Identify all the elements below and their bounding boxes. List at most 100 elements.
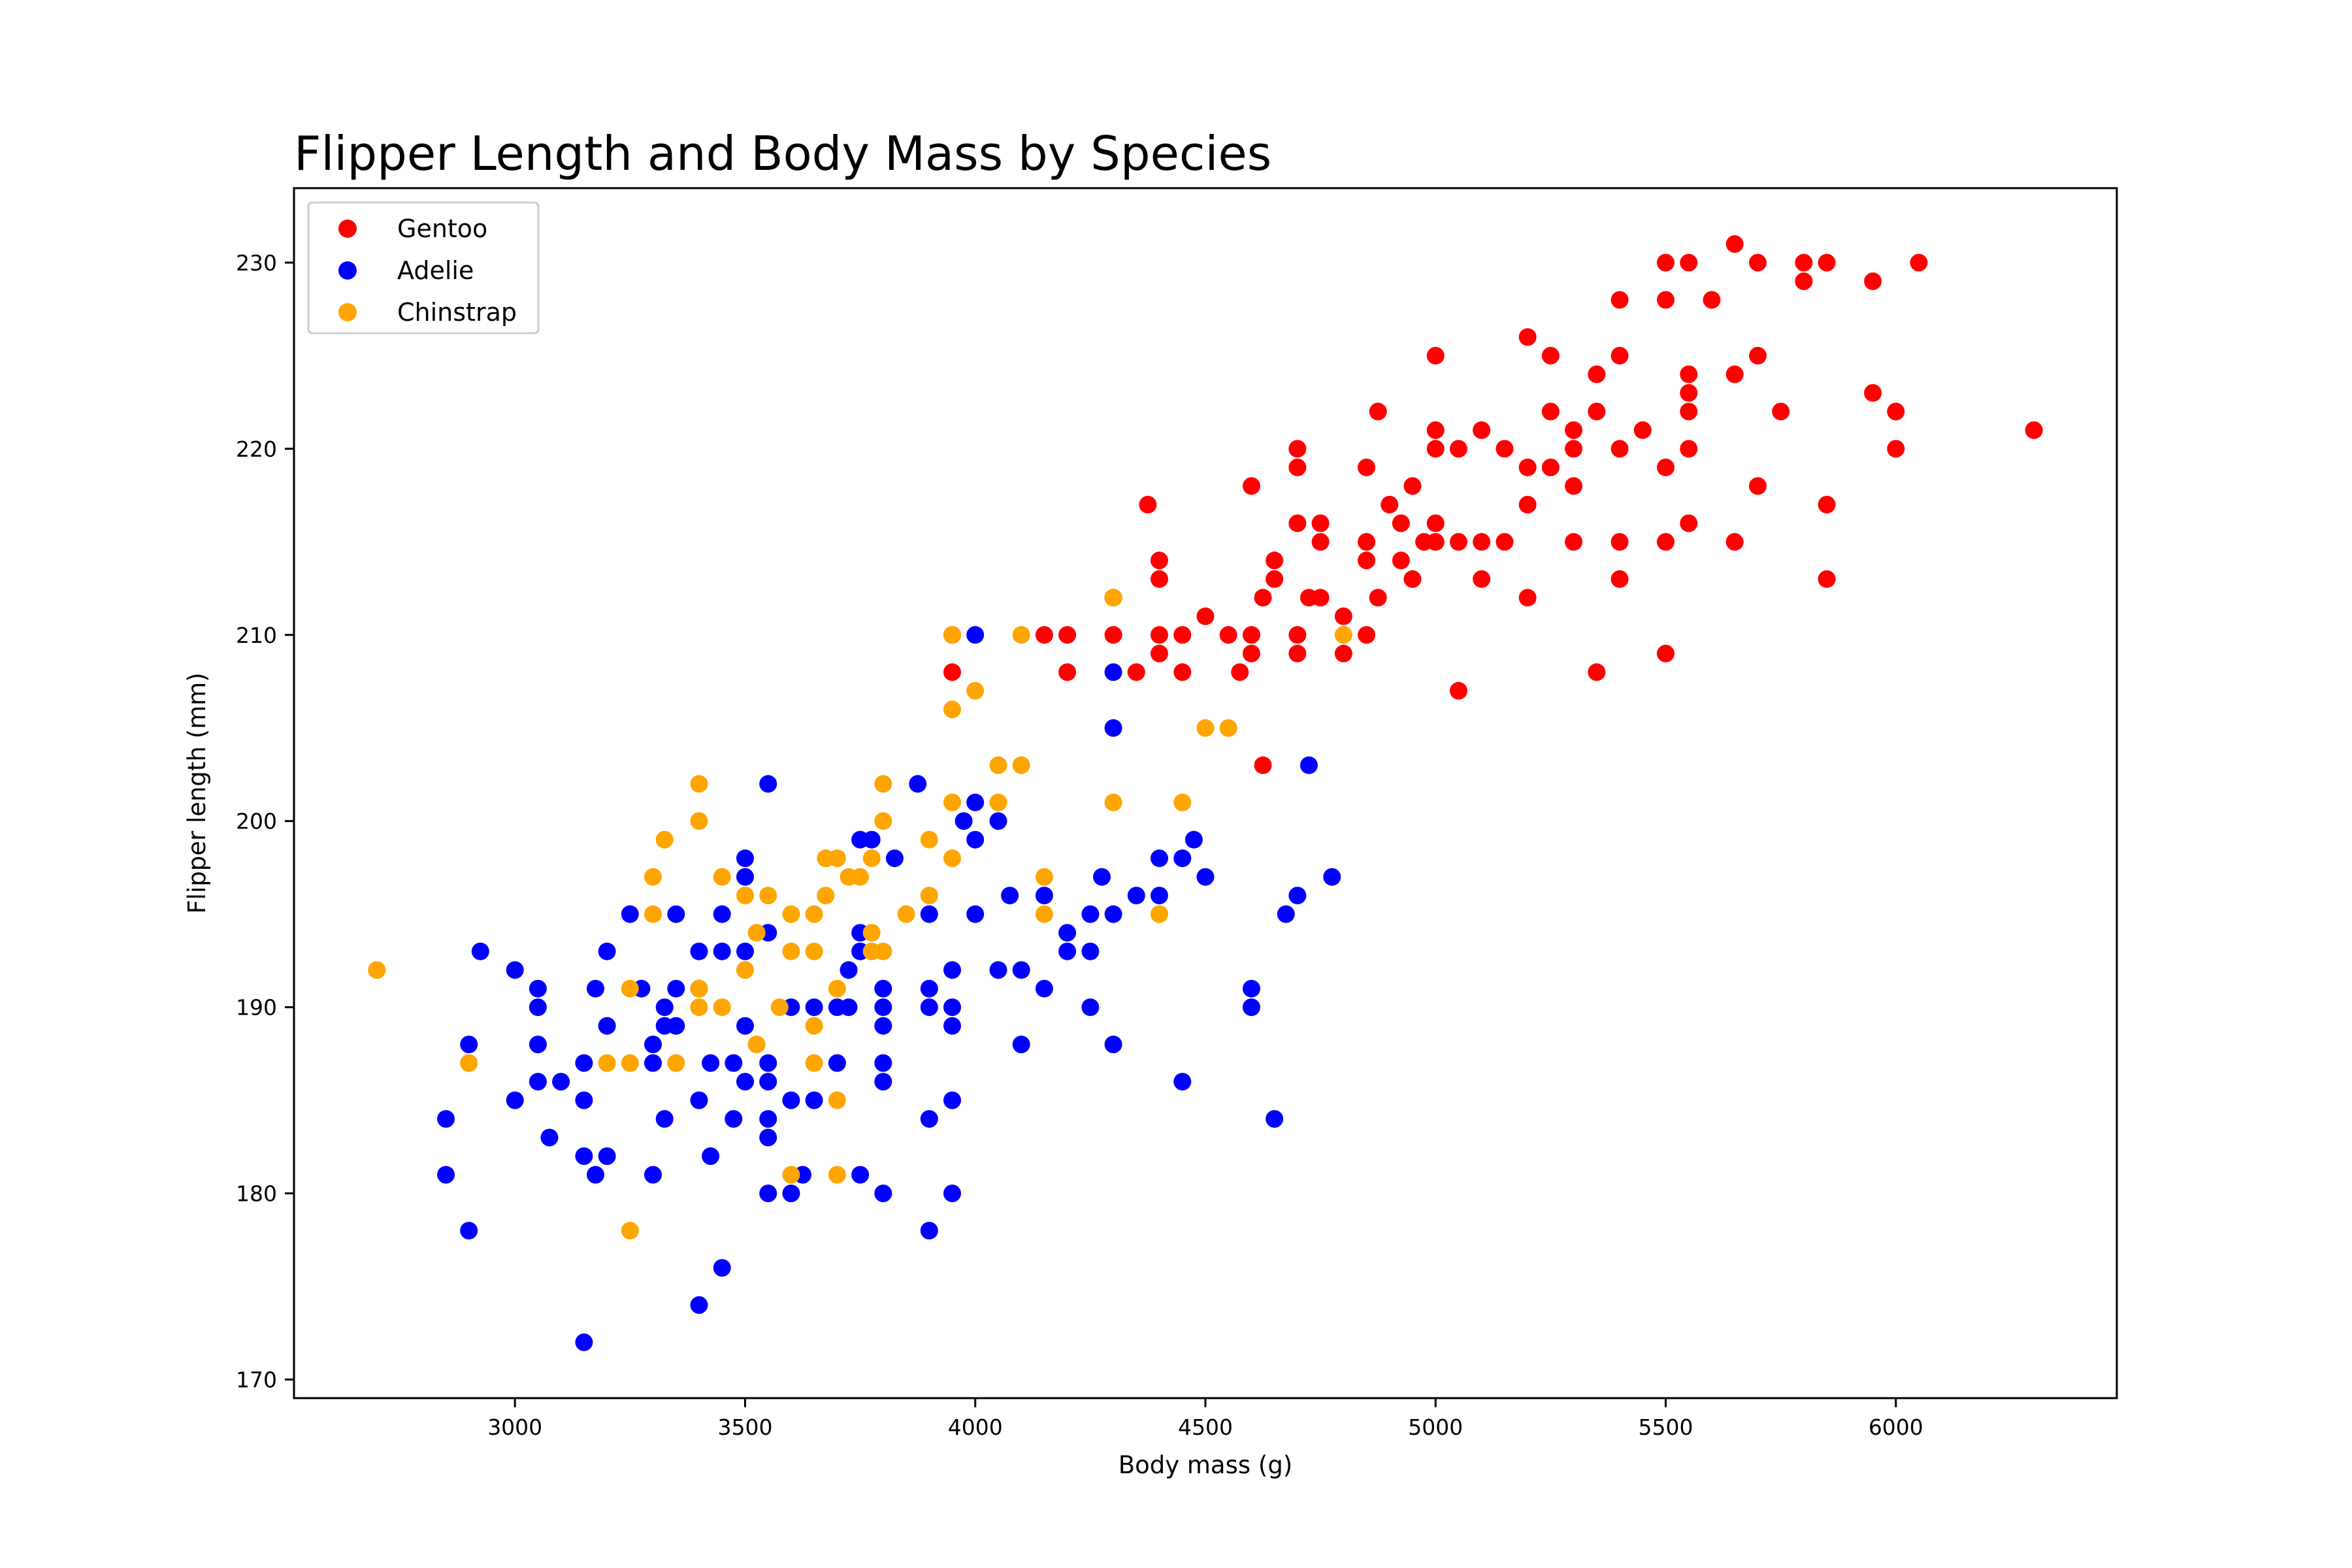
gentoo-point xyxy=(1495,532,1514,551)
gentoo-point xyxy=(1910,253,1928,272)
gentoo-point xyxy=(1403,477,1422,495)
gentoo-point xyxy=(1680,402,1698,421)
chinstrap-point xyxy=(713,998,731,1017)
gentoo-point xyxy=(1610,346,1629,365)
gentoo-point xyxy=(1610,291,1629,309)
chinstrap-point xyxy=(828,979,846,998)
x-tick-label: 6000 xyxy=(1869,1414,1923,1440)
gentoo-point xyxy=(1772,402,1790,421)
gentoo-point xyxy=(1266,551,1284,570)
chinstrap-point xyxy=(747,1036,766,1054)
chinstrap-point xyxy=(874,775,892,793)
chinstrap-point xyxy=(598,1054,616,1072)
adelie-point xyxy=(1104,905,1122,923)
adelie-point xyxy=(966,905,985,923)
adelie-point xyxy=(713,1259,731,1277)
gentoo-point xyxy=(1610,570,1629,588)
adelie-point xyxy=(690,1296,708,1314)
gentoo-point xyxy=(1426,532,1445,551)
adelie-point xyxy=(667,905,685,923)
gentoo-point xyxy=(1219,626,1237,644)
y-tick-label: 230 xyxy=(236,250,277,276)
legend-label-adelie: Adelie xyxy=(397,256,474,285)
adelie-point xyxy=(943,1091,961,1109)
gentoo-point xyxy=(1450,532,1467,551)
adelie-point xyxy=(874,1054,892,1072)
gentoo-point xyxy=(1565,440,1583,458)
adelie-point xyxy=(598,1017,616,1035)
chinstrap-point xyxy=(1173,793,1192,811)
chinstrap-point xyxy=(943,626,961,644)
gentoo-point xyxy=(1610,440,1629,458)
chart-title: Flipper Length and Body Mass by Species xyxy=(294,126,1271,181)
chinstrap-point xyxy=(943,700,961,719)
gentoo-point xyxy=(1035,626,1053,644)
chinstrap-point xyxy=(759,887,777,905)
gentoo-point xyxy=(1864,384,1882,402)
adelie-point xyxy=(736,868,754,886)
legend-label-gentoo: Gentoo xyxy=(397,214,487,243)
adelie-point xyxy=(1093,868,1111,886)
legend-marker-adelie xyxy=(338,261,357,280)
gentoo-point xyxy=(1369,589,1387,607)
chinstrap-point xyxy=(874,942,892,960)
adelie-point xyxy=(909,775,927,793)
adelie-point xyxy=(1012,961,1030,979)
chinstrap-point xyxy=(1104,589,1122,607)
adelie-point xyxy=(1012,1036,1030,1054)
adelie-point xyxy=(1104,663,1122,681)
adelie-point xyxy=(862,830,881,849)
adelie-point xyxy=(552,1073,570,1091)
adelie-point xyxy=(1127,887,1145,905)
adelie-point xyxy=(655,998,674,1017)
adelie-point xyxy=(989,961,1007,979)
adelie-point xyxy=(759,775,777,793)
adelie-point xyxy=(1035,979,1053,998)
x-axis: 3000 3500 4000 4500 5000 5500 6000 xyxy=(487,1398,1923,1440)
adelie-point xyxy=(1288,887,1307,905)
y-tick-label: 200 xyxy=(236,809,277,834)
x-tick-label: 5500 xyxy=(1639,1414,1693,1440)
gentoo-point xyxy=(1680,365,1698,384)
gentoo-point xyxy=(1450,440,1467,458)
adelie-point xyxy=(1151,849,1168,868)
gentoo-point xyxy=(1334,607,1352,625)
gentoo-point xyxy=(1392,551,1410,570)
gentoo-point xyxy=(1495,440,1514,458)
gentoo-point xyxy=(1749,477,1767,495)
adelie-point xyxy=(575,1091,593,1109)
gentoo-point xyxy=(1680,514,1698,532)
chinstrap-point xyxy=(1219,719,1237,737)
y-tick-label: 220 xyxy=(236,436,277,462)
adelie-point xyxy=(874,1017,892,1035)
adelie-point xyxy=(840,998,858,1017)
chinstrap-point xyxy=(736,887,754,905)
gentoo-point xyxy=(1680,253,1698,272)
gentoo-point xyxy=(1818,253,1836,272)
chinstrap-point xyxy=(667,1054,685,1072)
chinstrap-point xyxy=(1012,626,1030,644)
adelie-point xyxy=(759,1128,777,1147)
gentoo-point xyxy=(1725,365,1744,384)
adelie-point xyxy=(782,1184,800,1203)
chinstrap-point xyxy=(736,961,754,979)
adelie-point xyxy=(851,1166,870,1184)
gentoo-point xyxy=(1139,495,1157,514)
points-layer xyxy=(368,235,2043,1351)
chinstrap-point xyxy=(862,849,881,868)
gentoo-point xyxy=(1518,458,1537,476)
adelie-point xyxy=(529,979,547,998)
chinstrap-point xyxy=(1035,868,1053,886)
chinstrap-point xyxy=(989,756,1007,774)
chinstrap-point xyxy=(828,1091,846,1109)
adelie-point xyxy=(759,1110,777,1128)
adelie-point xyxy=(529,1036,547,1054)
adelie-point xyxy=(1104,719,1122,737)
adelie-point xyxy=(759,1073,777,1091)
adelie-point xyxy=(966,626,985,644)
legend: Gentoo Adelie Chinstrap xyxy=(307,201,540,335)
adelie-point xyxy=(1035,887,1053,905)
gentoo-point xyxy=(1058,663,1077,681)
adelie-point xyxy=(1173,849,1192,868)
